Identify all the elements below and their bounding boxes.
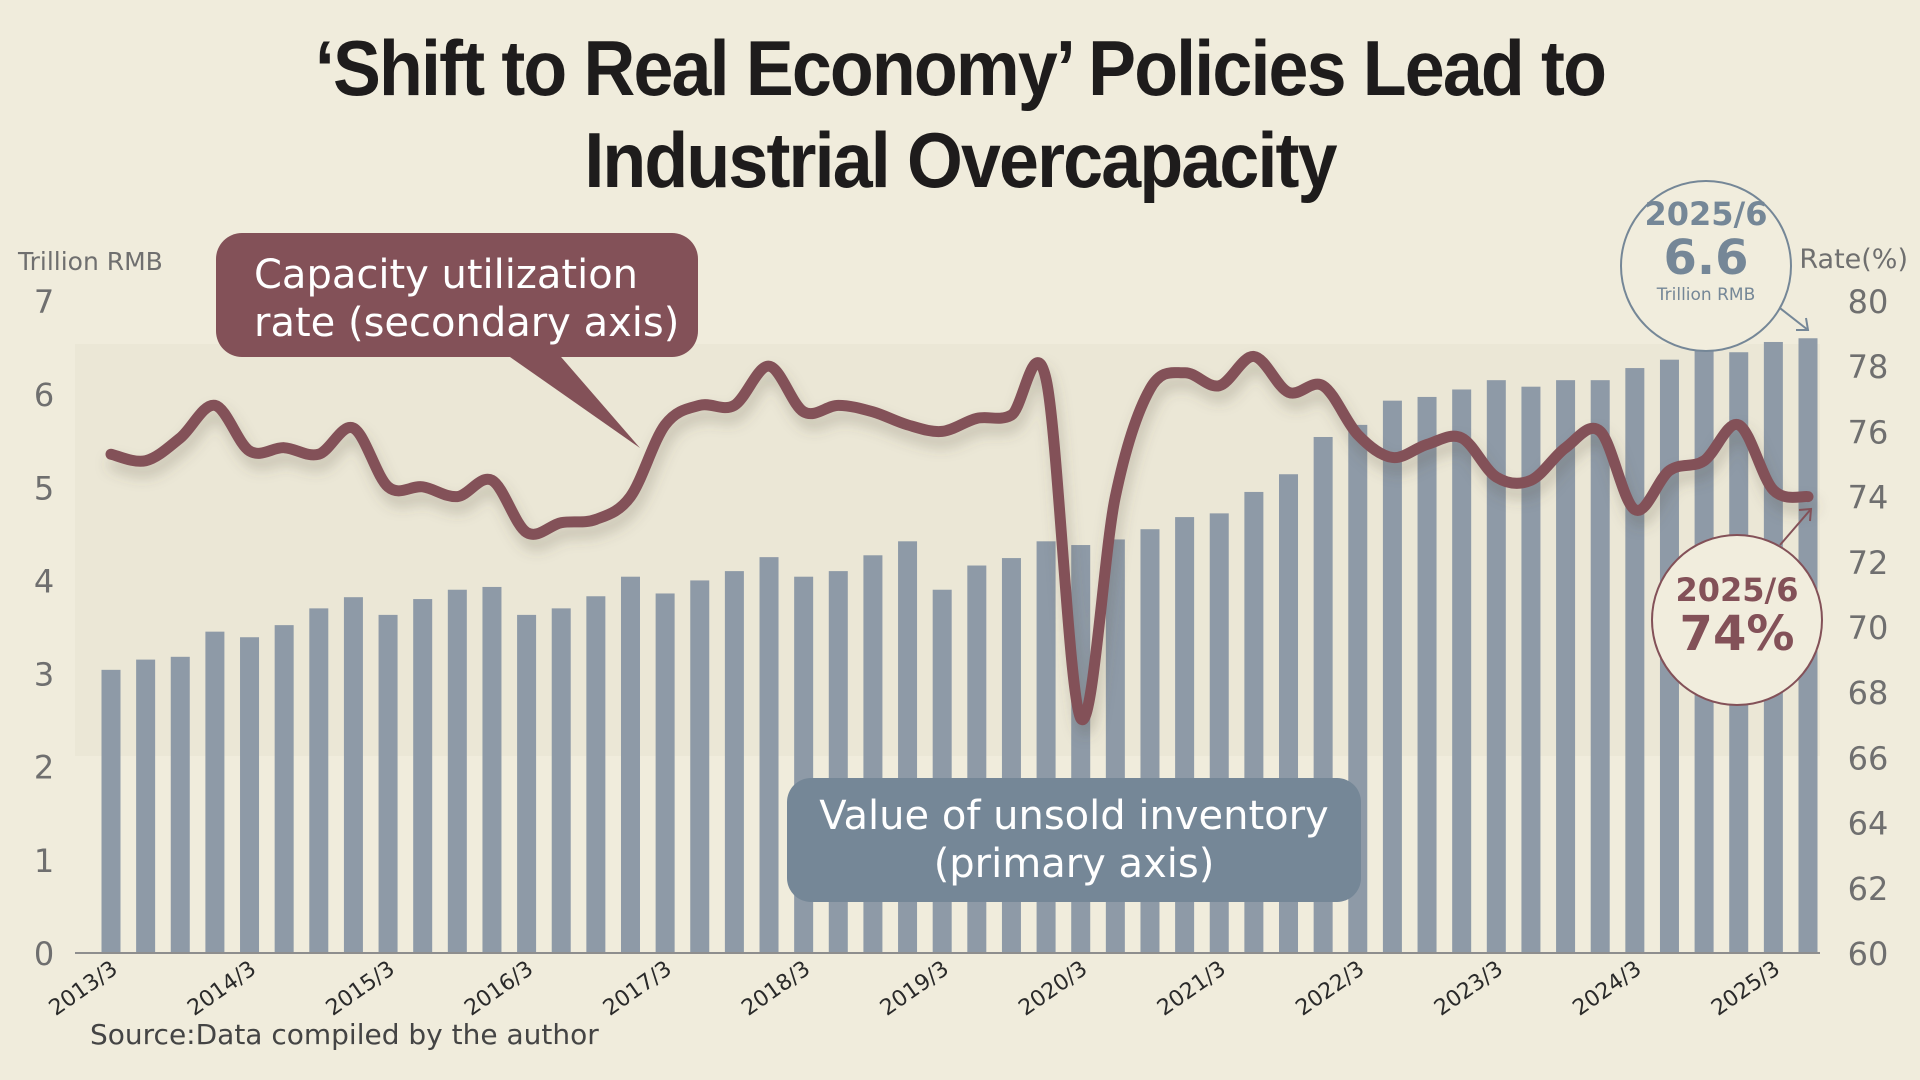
secondary-axis-tick-label: 64 (1848, 805, 1889, 843)
inventory-bar (482, 586, 502, 953)
inventory-bar (413, 599, 433, 953)
inventory-callout: Value of unsold inventory (primary axis) (787, 778, 1361, 902)
x-axis-tick-label: 2016/3 (460, 956, 538, 1021)
inventory-callout-line-1: Value of unsold inventory (819, 793, 1329, 839)
inventory-bar (620, 576, 640, 953)
inventory-latest-value: 6.6 (1663, 230, 1749, 286)
utilization-rate-line (105, 350, 1814, 726)
x-axis-tick-label: 2019/3 (876, 956, 954, 1021)
primary-axis-tick-label: 4 (34, 562, 54, 600)
primary-axis-tick-label: 7 (34, 283, 54, 321)
rate-callout-line-1: Capacity utilization (254, 252, 639, 298)
x-axis-tick-label: 2013/3 (45, 956, 123, 1021)
rate-annotation-arrow (1779, 508, 1812, 546)
rate-callout-pointer (500, 350, 640, 448)
inventory-bar (1625, 368, 1645, 953)
secondary-axis-tick-label: 78 (1848, 348, 1889, 386)
primary-axis-ticks: 0 1 2 3 4 5 6 7 (34, 283, 54, 973)
primary-axis-label: Trillion RMB (17, 247, 163, 276)
x-axis-tick-label: 2014/3 (183, 956, 261, 1021)
inventory-bar (205, 631, 225, 953)
secondary-axis-tick-label: 72 (1848, 544, 1889, 582)
inventory-latest-bubble: 2025/6 6.6 Trillion RMB (1620, 180, 1792, 352)
primary-axis-tick-label: 3 (34, 656, 54, 694)
inventory-bar (1590, 380, 1610, 954)
secondary-axis-label: Rate(%) (1799, 244, 1908, 275)
chart-title-line-1: ‘Shift to Real Economy’ Policies Lead to (314, 24, 1607, 112)
inventory-bar (274, 625, 294, 953)
inventory-bar (240, 637, 260, 953)
utilization-rate-callout: Capacity utilization rate (secondary axi… (216, 233, 698, 357)
secondary-axis-tick-label: 62 (1848, 870, 1889, 908)
primary-axis-tick-label: 0 (34, 935, 54, 973)
inventory-annotation-arrow (1775, 304, 1809, 331)
secondary-axis-tick-label: 76 (1848, 413, 1889, 451)
inventory-bar (101, 669, 121, 953)
inventory-bar (586, 596, 606, 953)
secondary-axis-tick-label: 60 (1848, 935, 1889, 973)
inventory-bar (1452, 389, 1472, 953)
inventory-bar (309, 608, 329, 953)
primary-axis-tick-label: 1 (34, 842, 54, 880)
source-note: Source:Data compiled by the author (90, 1018, 599, 1051)
primary-axis-tick-label: 2 (34, 749, 54, 787)
x-axis-tick-label: 2024/3 (1569, 956, 1647, 1021)
rate-latest-value: 74% (1679, 606, 1795, 662)
x-axis-tick-label: 2021/3 (1153, 956, 1231, 1021)
secondary-axis-tick-label: 66 (1848, 739, 1889, 777)
x-axis-tick-label: 2023/3 (1430, 956, 1508, 1021)
primary-axis-tick-label: 6 (34, 376, 54, 414)
inventory-bar (759, 557, 779, 953)
inventory-bar (655, 593, 675, 953)
x-axis-tick-label: 2022/3 (1291, 956, 1369, 1021)
inventory-bar (378, 614, 398, 953)
inventory-bar (343, 597, 363, 953)
secondary-axis-tick-label: 70 (1848, 609, 1889, 647)
inventory-bar (690, 580, 710, 953)
inventory-bar (1382, 400, 1402, 954)
inventory-latest-date: 2025/6 (1644, 195, 1768, 233)
secondary-axis-tick-label: 74 (1848, 479, 1889, 517)
x-axis-tick-label: 2018/3 (737, 956, 815, 1021)
inventory-bar (1556, 380, 1576, 954)
inventory-bar (447, 589, 467, 953)
x-axis-tick-label: 2015/3 (322, 956, 400, 1021)
inventory-bar (1417, 396, 1437, 953)
inventory-bar (1521, 386, 1541, 954)
inventory-arrow-head (1796, 317, 1810, 331)
chart-title-line-2: Industrial Overcapacity (584, 116, 1337, 204)
inventory-latest-unit: Trillion RMB (1656, 285, 1756, 305)
chart-title: ‘Shift to Real Economy’ Policies Lead to… (77, 22, 1843, 206)
inventory-bar (551, 608, 571, 953)
secondary-axis-tick-label: 68 (1848, 674, 1889, 712)
x-axis-tick-label: 2020/3 (1014, 956, 1092, 1021)
x-axis-tick-label: 2017/3 (599, 956, 677, 1021)
rate-latest-date: 2025/6 (1675, 571, 1799, 609)
rate-latest-bubble: 2025/6 74% (1651, 534, 1823, 706)
secondary-axis-ticks: 60 62 64 66 68 70 72 74 76 78 80 (1848, 283, 1889, 973)
rate-callout-line-2: rate (secondary axis) (254, 300, 680, 346)
secondary-axis-tick-label: 80 (1848, 283, 1889, 321)
rate-arrow-head (1798, 507, 1813, 522)
inventory-bar (1486, 380, 1506, 954)
inventory-bar (724, 571, 744, 953)
x-axis-tick-label: 2025/3 (1707, 956, 1785, 1021)
inventory-bar (136, 659, 156, 953)
inventory-callout-line-2: (primary axis) (933, 841, 1215, 887)
inventory-bar (170, 656, 190, 953)
primary-axis-tick-label: 5 (34, 469, 54, 507)
inventory-bar (517, 614, 537, 953)
x-axis-ticks: 2013/3 2014/3 2015/3 2016/3 2017/3 2018/3 2019… (45, 956, 1785, 1021)
